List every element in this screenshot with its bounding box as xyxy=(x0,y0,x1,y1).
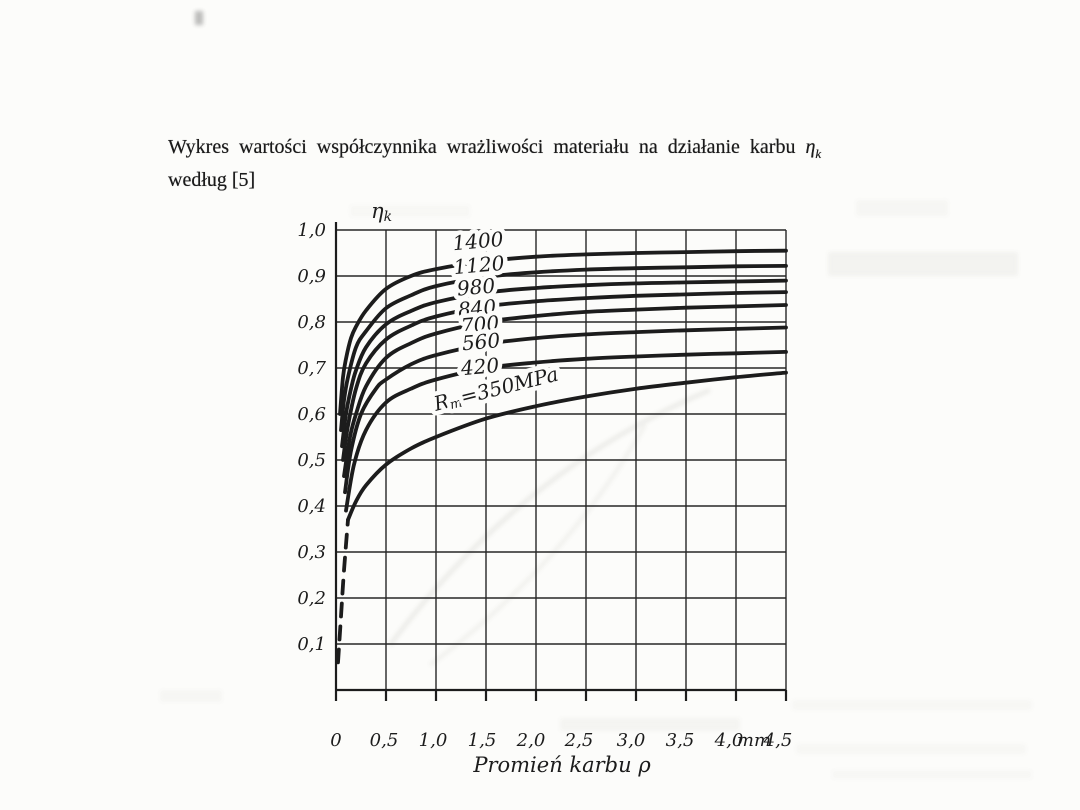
x-tick-label: 1,5 xyxy=(468,730,497,751)
curve-Rm=560 xyxy=(343,325,788,495)
eta-k-symbol: ηk xyxy=(805,136,822,161)
figure-caption: Wykres wartości współczynnika wrażliwośc… xyxy=(168,134,892,194)
y-axis-title: ηk xyxy=(371,199,392,225)
y-tick-label: 0,9 xyxy=(297,266,326,287)
x-axis-title: Promień karbu ρ xyxy=(472,753,651,777)
y-tick-label: 0,3 xyxy=(297,542,326,563)
showthrough-smudge xyxy=(856,200,948,216)
scan-speck xyxy=(195,11,203,25)
curves xyxy=(336,248,788,665)
showthrough-smudge xyxy=(828,252,1018,276)
axes xyxy=(334,222,788,701)
axis-titles: ηk Promień karbu ρ xyxy=(371,199,651,777)
y-tick-label: 0,5 xyxy=(297,450,326,471)
scan-artifacts xyxy=(160,11,1032,779)
showthrough-smudge xyxy=(792,700,1032,710)
x-tick-label: 3,0 xyxy=(617,730,646,751)
y-tick-label: 0,7 xyxy=(297,358,326,379)
tick-labels: 1,0 0,9 0,8 0,7 0,6 0,5 0,4 0,3 0,2 0,1 0 0,5 1,0 1,5… xyxy=(297,220,792,751)
x-tick-label: 4,5 xyxy=(763,730,793,751)
caption-line1: Wykres wartości współczynnika wrażliwośc… xyxy=(168,136,822,161)
x-tick-label: 0,5 xyxy=(370,730,399,751)
curve-label-Rm=560: 560 xyxy=(461,328,501,355)
y-tick-label: 0,8 xyxy=(297,312,326,333)
curve-Rm=700 xyxy=(342,303,788,478)
x-tick-label: 2,5 xyxy=(564,730,594,751)
showthrough-curve xyxy=(428,424,647,667)
curve-Rm=350MPa xyxy=(346,370,788,522)
x-tick-label: 3,5 xyxy=(666,730,695,751)
curve-Rm=1400 xyxy=(338,248,788,416)
curve-Rm=420 xyxy=(344,350,788,513)
y-tick-label: 0,2 xyxy=(297,588,326,609)
curve-dashed-lead-Rm=350MPa xyxy=(336,517,350,665)
x-tick-label: 2,0 xyxy=(516,730,546,751)
curve-Rm=1120 xyxy=(339,264,788,432)
x-tick-label: 0 xyxy=(330,730,341,751)
x-tick-label: 1,0 xyxy=(419,730,448,751)
showthrough-smudge xyxy=(160,690,222,702)
showthrough-smudge xyxy=(350,205,470,217)
showthrough-smudge xyxy=(796,744,1026,754)
y-tick-label: 0,6 xyxy=(297,404,326,425)
caption-line2: według [5] xyxy=(168,169,256,191)
showthrough-smudge xyxy=(832,770,1032,779)
showthrough-curve xyxy=(388,388,711,647)
y-tick-label: 0,1 xyxy=(297,634,326,655)
showthrough-smudge xyxy=(560,718,740,731)
x-axis-unit: mm xyxy=(737,730,771,751)
y-tick-label: 1,0 xyxy=(297,220,326,241)
curve-Rm=840 xyxy=(341,290,788,462)
grid-lines xyxy=(336,229,787,690)
y-tick-label: 0,4 xyxy=(297,496,326,517)
x-tick-label: 4,0 xyxy=(714,730,744,751)
curve-Rm=980 xyxy=(340,278,788,449)
